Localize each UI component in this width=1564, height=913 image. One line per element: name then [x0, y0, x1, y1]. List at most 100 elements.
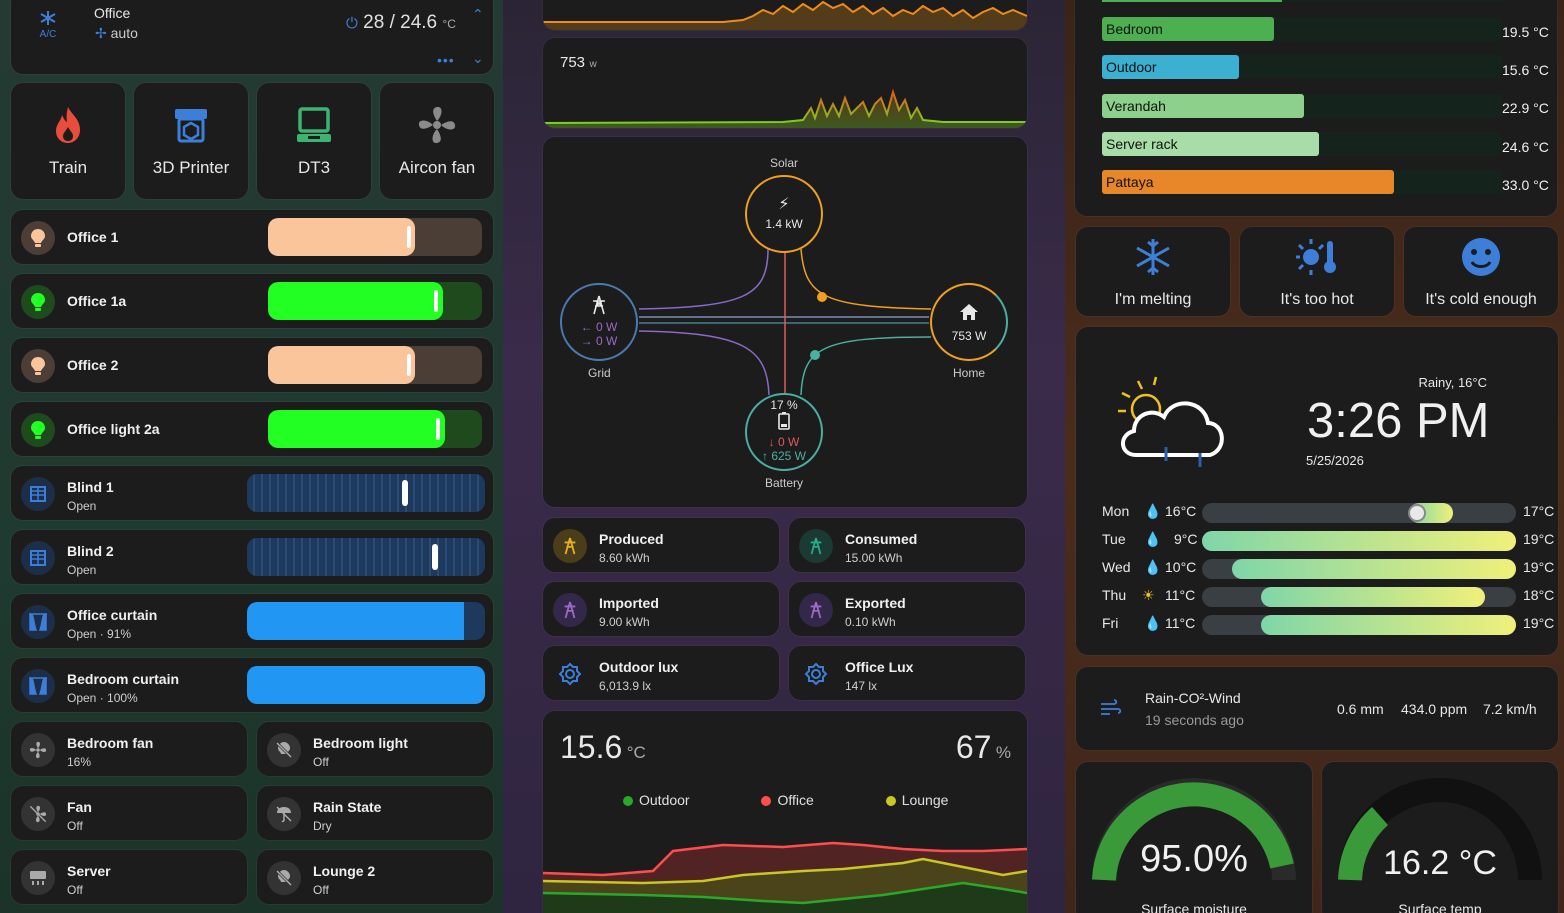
stat-office-lux[interactable]: Office Lux 147 lx: [789, 646, 1025, 700]
im-melting-button[interactable]: I'm melting: [1076, 227, 1230, 316]
energy-flow-card[interactable]: Solar ⚡ 1.4 kW ← 0 W → 0 W Grid 753 W Ho…: [543, 137, 1027, 507]
temp-bar-bedroom[interactable]: Bedroom: [1102, 17, 1502, 41]
stat-produced[interactable]: Produced 8.60 kWh: [543, 518, 779, 572]
forecast-row-tue: Tue 💧 9°C 19°C: [1102, 531, 1556, 551]
curtain-tile-office[interactable]: Office curtain Open · 91%: [11, 594, 493, 648]
smiley-icon: [1404, 237, 1558, 279]
umbrella-off-icon[interactable]: [267, 797, 301, 831]
stat-exported[interactable]: Exported 0.10 kWh: [789, 582, 1025, 636]
curtain-state: Open · 91%: [67, 627, 132, 641]
humidity-value: 67: [955, 729, 992, 765]
tile-rain-state[interactable]: Rain State Dry: [257, 786, 493, 840]
temperature-bars-card[interactable]: Bedroom 19.5 °C Outdoor 15.6 °C Verandah…: [1075, 0, 1557, 216]
position-slider[interactable]: [247, 538, 485, 576]
legend-lounge[interactable]: Lounge: [885, 792, 948, 808]
surface-moisture-gauge[interactable]: 95.0% Surface moisture: [1076, 762, 1312, 913]
brightness-slider[interactable]: [268, 410, 482, 448]
temp-bar-pattaya[interactable]: Pattaya: [1102, 170, 1502, 194]
its-cold-enough-button[interactable]: It's cold enough: [1404, 227, 1558, 316]
curtain-icon[interactable]: [21, 605, 55, 639]
solar-history-graph[interactable]: [543, 0, 1027, 30]
dt3-button[interactable]: DT3: [257, 83, 371, 199]
tile-state: Dry: [313, 819, 332, 833]
home-icon: [932, 303, 1006, 326]
laptop-icon: [257, 105, 371, 147]
temp-bar-outdoor[interactable]: Outdoor: [1102, 55, 1502, 79]
forecast-row-thu: Thu ☀ 11°C 18°C: [1102, 587, 1556, 607]
forecast-day: Thu: [1102, 587, 1127, 603]
climate-graph-card[interactable]: 15.6 °C 67 % Outdoor Office Lounge: [543, 711, 1027, 913]
temp-bar-server-rack[interactable]: Server rack: [1102, 132, 1502, 156]
forecast-high: 18°C: [1523, 587, 1555, 603]
stat-name: Consumed: [845, 531, 918, 547]
light-off-icon[interactable]: [267, 733, 301, 767]
home-node[interactable]: 753 W: [930, 283, 1008, 361]
stat-consumed[interactable]: Consumed 15.00 kWh: [789, 518, 1025, 572]
tile-bedroom-fan[interactable]: Bedroom fan 16%: [11, 722, 247, 776]
tile-state: 16%: [67, 755, 92, 769]
position-slider[interactable]: [247, 666, 485, 704]
stat-outdoor-lux[interactable]: Outdoor lux 6,013.9 lx: [543, 646, 779, 700]
tile-fan[interactable]: Fan Off: [11, 786, 247, 840]
curtain-tile-bedroom[interactable]: Bedroom curtain Open · 100%: [11, 658, 493, 712]
forecast-high: 19°C: [1523, 531, 1555, 547]
blind-icon[interactable]: [21, 541, 55, 575]
temp-value: 33.0 °C: [1502, 177, 1549, 193]
solar-power-icon: ⚡: [778, 196, 790, 213]
legend-outdoor[interactable]: Outdoor: [623, 792, 690, 808]
light-tile-office-1a[interactable]: Office 1a: [11, 274, 493, 328]
server-icon[interactable]: [21, 861, 55, 895]
blind-tile-1[interactable]: Blind 1 Open: [11, 466, 493, 520]
power-graph-card[interactable]: 753 w: [543, 38, 1027, 128]
tile-lounge-2[interactable]: Lounge 2 Off: [257, 850, 493, 904]
blind-icon[interactable]: [21, 477, 55, 511]
position-slider[interactable]: [247, 602, 485, 640]
light-tile-office-2[interactable]: Office 2: [11, 338, 493, 392]
power-icon[interactable]: ⏻: [346, 15, 358, 32]
stat-name: Exported: [845, 595, 906, 611]
fan-off-icon[interactable]: [21, 797, 55, 831]
light-off-icon[interactable]: [267, 861, 301, 895]
more-icon[interactable]: •••: [437, 52, 455, 68]
brightness-slider[interactable]: [268, 218, 482, 256]
brightness-icon: [799, 657, 833, 691]
chevron-down-icon[interactable]: ⌄: [472, 50, 484, 66]
stat-imported[interactable]: Imported 9.00 kWh: [543, 582, 779, 636]
train-button[interactable]: Train: [11, 83, 125, 199]
grid-node[interactable]: ← 0 W → 0 W: [560, 283, 638, 361]
bulb-icon[interactable]: [21, 285, 55, 319]
fan-icon[interactable]: [21, 733, 55, 767]
ac-card[interactable]: A/C Office ✢ auto ⏻ 28 / 24.6 °C ⌃ ••• ⌄: [11, 0, 493, 74]
bulb-icon[interactable]: [21, 413, 55, 447]
chevron-up-icon[interactable]: ⌃: [472, 6, 484, 22]
tile-bedroom-light[interactable]: Bedroom light Off: [257, 722, 493, 776]
position-slider[interactable]: [247, 474, 485, 512]
temp-bar-verandah[interactable]: Verandah: [1102, 94, 1502, 118]
brightness-slider[interactable]: [268, 282, 482, 320]
legend-office[interactable]: Office: [761, 792, 814, 808]
drop-icon: 💧: [1144, 531, 1162, 547]
battery-node[interactable]: 17 % ↓ 0 W ↑ 625 W: [745, 393, 823, 471]
light-tile-office-light-2a[interactable]: Office light 2a: [11, 402, 493, 456]
surface-temp-gauge[interactable]: 16.2 °C Surface temp: [1322, 762, 1558, 913]
forecast-low: 16°C: [1165, 503, 1197, 519]
brightness-slider[interactable]: [268, 346, 482, 384]
curtain-icon[interactable]: [21, 669, 55, 703]
bulb-icon[interactable]: [21, 349, 55, 383]
wind-icon: [1100, 699, 1122, 722]
sensor-name: Rain-CO²-Wind: [1145, 690, 1241, 706]
blind-tile-2[interactable]: Blind 2 Open: [11, 530, 493, 584]
light-tile-office-1[interactable]: Office 1: [11, 210, 493, 264]
weather-card[interactable]: Rainy, 16°C 3:26 PM 5/25/2026 Mon 💧 16°C…: [1076, 327, 1558, 655]
its-too-hot-button[interactable]: It's too hot: [1240, 227, 1394, 316]
fire-icon: [11, 105, 125, 147]
tile-server[interactable]: Server Off: [11, 850, 247, 904]
stat-value: 8.60 kWh: [599, 551, 650, 565]
aircon-fan-button[interactable]: Aircon fan: [380, 83, 494, 199]
middle-column: 753 w Solar: [503, 0, 1065, 913]
3d-printer-button[interactable]: 3D Printer: [134, 83, 248, 199]
rain-co2-wind-card[interactable]: Rain-CO²-Wind 19 seconds ago 0.6 mm 434.…: [1076, 667, 1558, 750]
solar-node[interactable]: ⚡ 1.4 kW: [745, 175, 823, 253]
bulb-icon[interactable]: [21, 221, 55, 255]
forecast-day: Wed: [1102, 559, 1131, 575]
